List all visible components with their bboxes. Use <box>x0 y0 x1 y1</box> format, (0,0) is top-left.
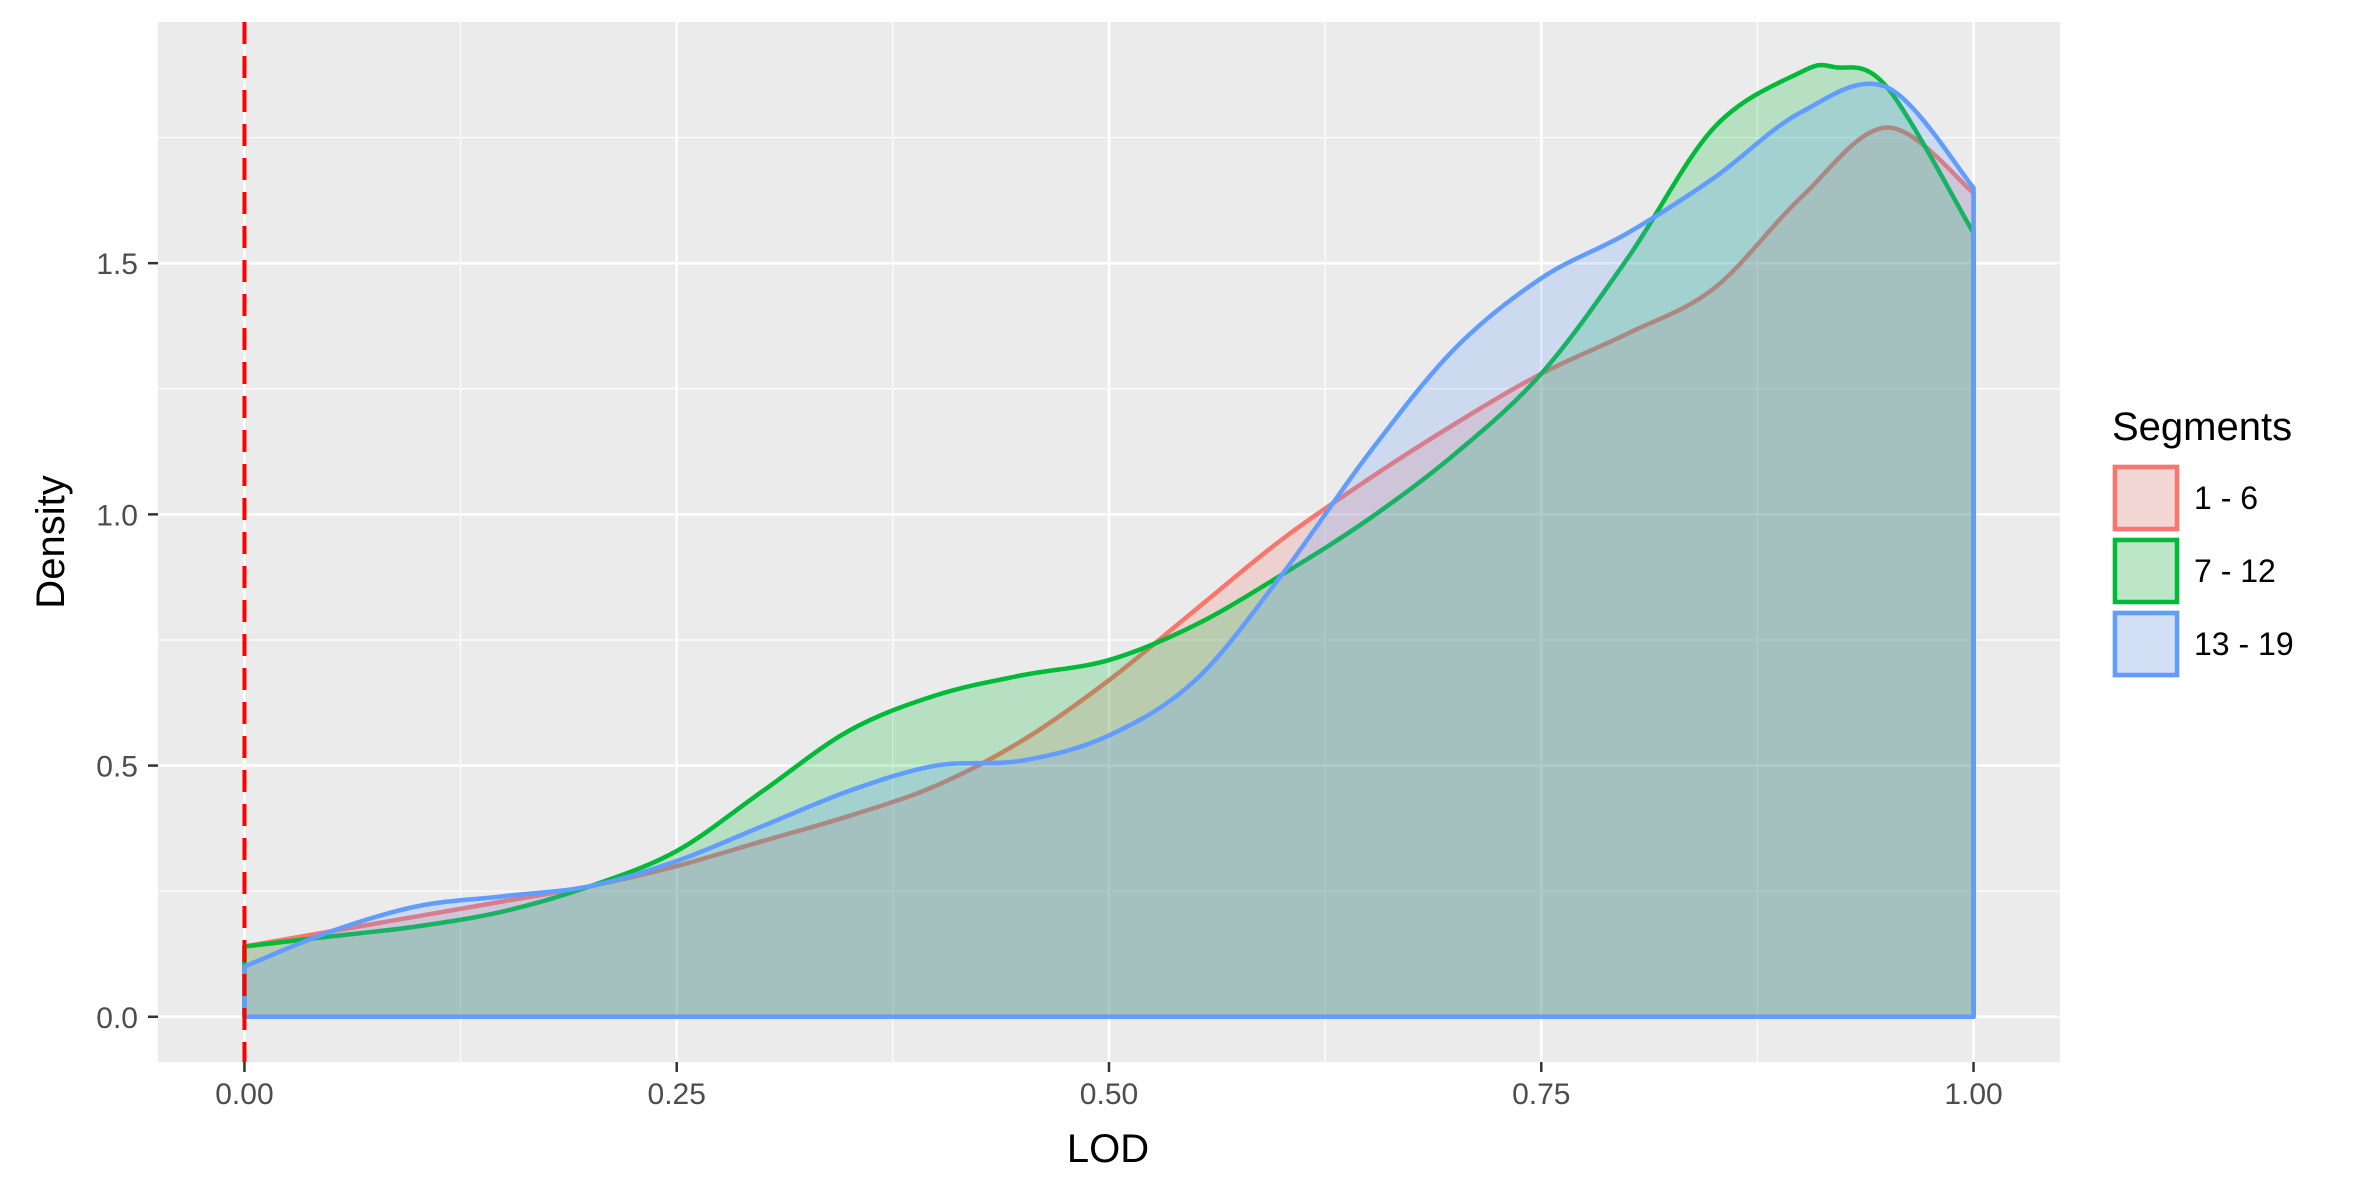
x-tick-label: 1.00 <box>1944 1078 2002 1111</box>
density-area <box>242 81 1976 1020</box>
legend-label: 13 - 19 <box>2194 626 2294 662</box>
legend-label: 1 - 6 <box>2194 480 2258 516</box>
series-2 <box>242 62 1976 1020</box>
x-tick-label: 0.25 <box>648 1078 706 1111</box>
x-axis: 0.00 0.25 0.50 0.75 1.00 <box>215 1062 2003 1111</box>
legend-key <box>2112 610 2180 678</box>
legend-key <box>2112 537 2180 605</box>
y-tick-label: 0.5 <box>96 751 138 784</box>
legend-item: 7 - 12 <box>2112 537 2276 605</box>
legend-key <box>2112 464 2180 532</box>
legend-key-background <box>2112 537 2180 605</box>
y-tick-label: 1.5 <box>96 248 138 281</box>
legend: Segments 1 - 6 7 - 12 13 - 19 <box>2112 405 2294 678</box>
x-axis-title: LOD <box>1067 1127 1149 1171</box>
x-tick-label: 0.75 <box>1512 1078 1570 1111</box>
y-tick-label: 1.0 <box>96 499 138 532</box>
legend-item: 13 - 19 <box>2112 610 2294 678</box>
series-1 <box>242 125 1976 1020</box>
legend-label: 7 - 12 <box>2194 553 2276 589</box>
density-series <box>242 62 1976 1020</box>
legend-key-background <box>2112 464 2180 532</box>
x-tick-label: 0.00 <box>215 1078 273 1111</box>
legend-key-background <box>2112 610 2180 678</box>
density-area <box>242 62 1976 1020</box>
x-tick-label: 0.50 <box>1080 1078 1138 1111</box>
density-area <box>242 125 1976 1020</box>
y-axis-title: Density <box>29 475 73 608</box>
legend-item: 1 - 6 <box>2112 464 2258 532</box>
y-axis: 0.0 0.5 1.0 1.5 <box>96 248 158 1035</box>
legend-title: Segments <box>2112 405 2292 449</box>
y-tick-label: 0.0 <box>96 1002 138 1035</box>
series-3 <box>242 81 1976 1020</box>
